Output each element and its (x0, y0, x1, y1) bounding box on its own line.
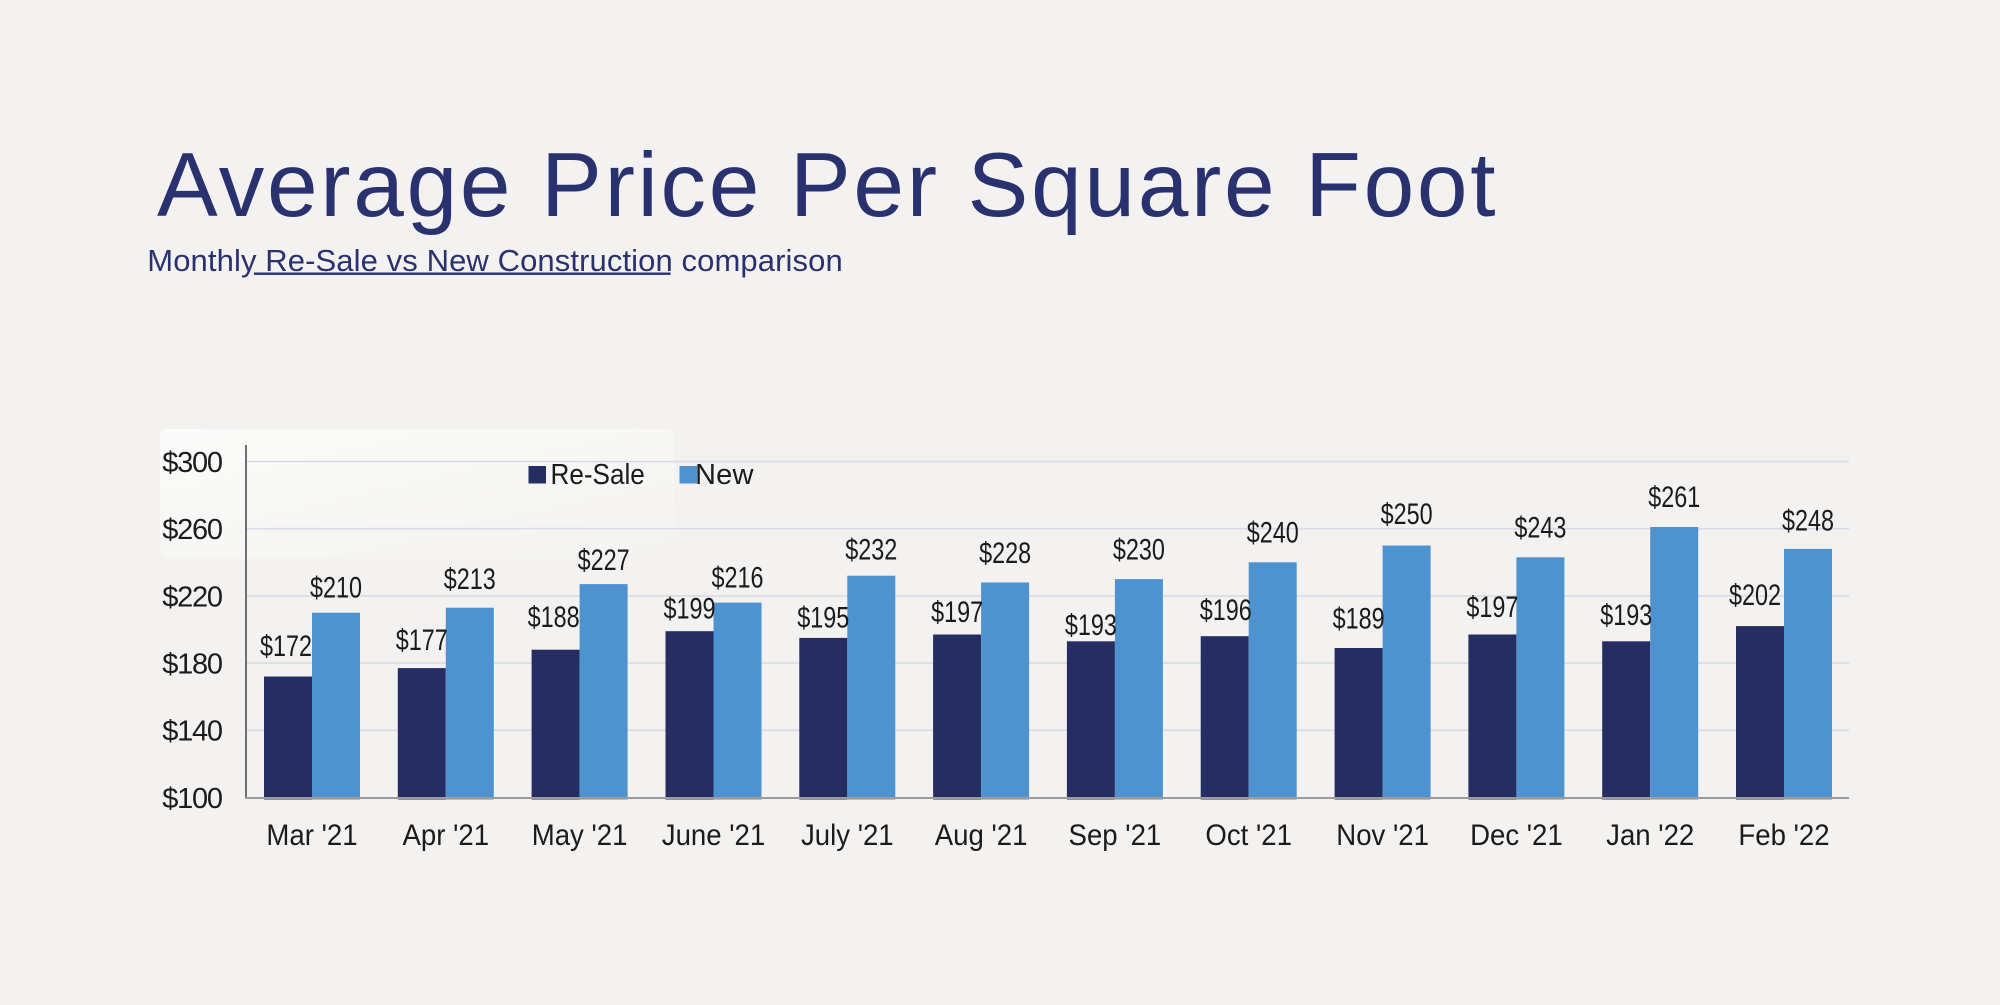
svg-text:$202: $202 (1729, 578, 1781, 611)
svg-text:$261: $261 (1648, 480, 1700, 513)
svg-text:Feb '22: Feb '22 (1738, 819, 1829, 852)
svg-text:$250: $250 (1381, 497, 1433, 530)
svg-text:$213: $213 (444, 562, 496, 595)
svg-text:$243: $243 (1514, 511, 1566, 544)
svg-text:$300: $300 (162, 447, 222, 479)
svg-text:Jan '22: Jan '22 (1606, 819, 1694, 852)
svg-text:$199: $199 (663, 592, 715, 625)
svg-text:$216: $216 (711, 561, 763, 594)
svg-text:$196: $196 (1200, 593, 1252, 626)
svg-text:Sep '21: Sep '21 (1069, 819, 1162, 852)
svg-text:$193: $193 (1065, 608, 1117, 641)
svg-text:$189: $189 (1333, 602, 1385, 635)
svg-text:$180: $180 (162, 649, 222, 681)
svg-text:Nov '21: Nov '21 (1336, 819, 1429, 852)
svg-text:Apr '21: Apr '21 (403, 819, 490, 852)
svg-text:$177: $177 (396, 623, 448, 656)
svg-text:Aug '21: Aug '21 (935, 819, 1028, 852)
svg-text:$197: $197 (1466, 590, 1518, 623)
svg-text:$220: $220 (162, 581, 222, 613)
svg-text:$140: $140 (162, 716, 222, 748)
svg-text:Re-Sale: Re-Sale (551, 458, 645, 491)
svg-text:$232: $232 (845, 533, 897, 566)
svg-text:$195: $195 (797, 601, 849, 634)
svg-text:$230: $230 (1113, 533, 1165, 566)
svg-text:$188: $188 (528, 600, 580, 633)
svg-text:Mar '21: Mar '21 (266, 819, 357, 852)
svg-text:$193: $193 (1600, 598, 1652, 631)
svg-text:$100: $100 (162, 783, 222, 815)
svg-text:June '21: June '21 (662, 819, 765, 852)
svg-text:$260: $260 (162, 514, 222, 546)
svg-text:Dec '21: Dec '21 (1470, 819, 1563, 852)
svg-text:$228: $228 (979, 536, 1031, 569)
svg-text:May '21: May '21 (532, 819, 628, 852)
svg-text:Oct '21: Oct '21 (1205, 819, 1292, 852)
svg-text:$240: $240 (1247, 516, 1299, 549)
svg-text:Monthly Re-Sale vs New Constru: Monthly Re-Sale vs New Construction comp… (147, 243, 843, 278)
svg-text:$197: $197 (931, 595, 983, 628)
svg-text:July '21: July '21 (801, 819, 894, 852)
svg-text:$210: $210 (310, 571, 362, 604)
svg-text:$227: $227 (578, 543, 630, 576)
svg-text:New: New (695, 459, 754, 491)
svg-text:$248: $248 (1782, 504, 1834, 537)
svg-text:Average Price Per Square Foot: Average Price Per Square Foot (157, 135, 1498, 236)
svg-text:$172: $172 (260, 629, 312, 662)
